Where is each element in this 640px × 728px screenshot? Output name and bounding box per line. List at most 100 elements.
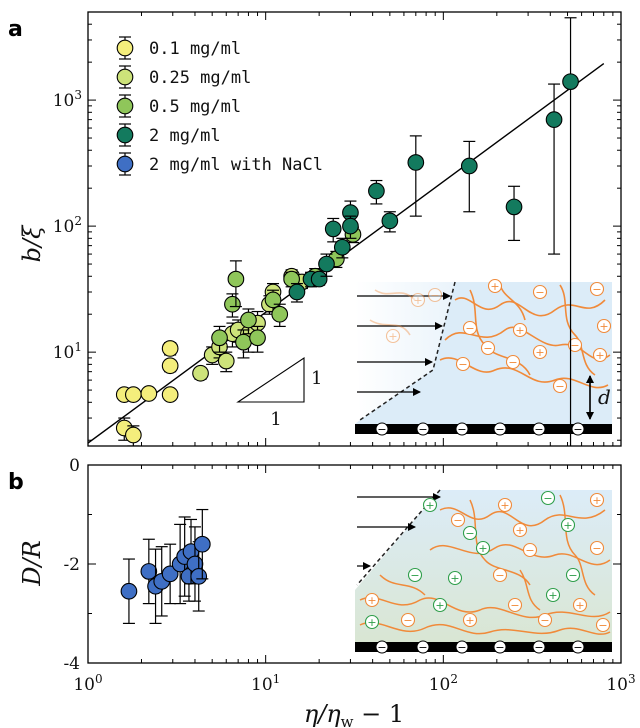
- ion-sign: +: [599, 320, 608, 333]
- ion-sign: +: [575, 599, 584, 612]
- ion-marker: [589, 492, 605, 508]
- data-point: [140, 385, 158, 402]
- surface-charge-sign: −: [418, 423, 427, 436]
- ion-sign: −: [525, 544, 534, 557]
- polymer-chain: [469, 499, 531, 586]
- surface-charge-sign: −: [457, 641, 466, 654]
- data-point: [249, 329, 266, 347]
- y-tick-label: 101: [53, 340, 82, 363]
- x-tick-exp: 1: [273, 672, 281, 686]
- ion-marker: [507, 597, 523, 613]
- ion-marker: [427, 287, 443, 303]
- ion-sign: +: [450, 572, 459, 585]
- ion-sign: −: [568, 569, 577, 582]
- ion-sign: +: [563, 519, 572, 532]
- x-tick-exp: 2: [450, 672, 458, 686]
- y-tick-base: 10: [53, 217, 75, 237]
- legend-label: 0.1 mg/ml: [149, 39, 241, 59]
- ion-sign: +: [515, 324, 524, 337]
- x-axis-label-sub: w: [341, 713, 354, 728]
- data-point: [120, 582, 138, 600]
- inset-b-surface: [355, 642, 612, 652]
- panel-a-letter: a: [8, 17, 23, 42]
- legend-marker: [116, 97, 134, 115]
- surface-charge: [571, 422, 585, 436]
- data-point: [368, 182, 385, 200]
- polymer-chain: [429, 543, 611, 566]
- ion-sign: +: [367, 616, 376, 629]
- ion-sign: −: [540, 614, 549, 627]
- ion-marker: [364, 614, 380, 630]
- polymer-chain: [559, 284, 596, 376]
- surface-charge: [532, 422, 546, 436]
- ion-marker: [567, 337, 583, 353]
- ion-sign: −: [453, 514, 462, 527]
- ion-marker: [595, 617, 611, 633]
- ion-marker: [492, 567, 508, 583]
- ion-marker: [407, 567, 423, 583]
- slope-triangle-shape: [236, 356, 305, 403]
- slope-triangle: 11: [236, 356, 322, 430]
- polymer-chain: [454, 297, 606, 317]
- data-point: [381, 212, 399, 230]
- ion-marker: [487, 278, 503, 294]
- data-point: [460, 157, 478, 175]
- panel-a-ylabel: b/ξ: [18, 224, 46, 262]
- data-point: [192, 364, 209, 382]
- panel-a-schematic-inset: + − −− + +− +−+−−−++−− − − − − −d: [355, 278, 612, 436]
- ion-marker: [560, 517, 576, 533]
- data-point: [140, 563, 158, 580]
- ion-sign: +: [478, 542, 487, 555]
- ion-sign: −: [403, 614, 412, 627]
- ion-marker: [462, 612, 478, 628]
- surface-charge-sign: −: [495, 423, 504, 436]
- y-tick-label: 102: [53, 214, 82, 237]
- panel-b-letter: b: [8, 470, 24, 495]
- data-point: [125, 426, 142, 444]
- ion-sign: −: [465, 527, 474, 540]
- ion-sign: +: [465, 614, 474, 627]
- x-tick-exp: 0: [95, 672, 103, 686]
- surface-charge-sign: −: [418, 641, 427, 654]
- ion-sign: +: [548, 589, 557, 602]
- data-point: [271, 305, 289, 323]
- ion-marker: [462, 525, 478, 541]
- x-tick-exp: 3: [628, 672, 636, 686]
- ion-marker: [447, 570, 463, 586]
- legend-marker: [116, 126, 134, 144]
- ion-sign: +: [500, 499, 509, 512]
- polymer-chain: [369, 319, 411, 336]
- ion-sign: +: [413, 294, 422, 307]
- ion-marker: [432, 597, 448, 613]
- ion-sign: −: [570, 339, 579, 352]
- x-tick-base: 10: [73, 675, 95, 695]
- data-point: [562, 73, 579, 91]
- polymer-chain: [359, 621, 611, 635]
- y-tick-exp: 3: [74, 88, 82, 102]
- data-point: [161, 386, 179, 403]
- x-tick-label: 101: [251, 672, 280, 695]
- ion-marker: [480, 340, 496, 356]
- x-tick-label: 103: [606, 672, 635, 695]
- ion-sign: +: [367, 594, 376, 607]
- panel-b-ylabel: D/R: [18, 540, 46, 586]
- x-axis-label-main: η/η: [304, 700, 341, 728]
- ion-marker: [450, 512, 466, 528]
- ion-marker: [552, 378, 568, 394]
- data-point: [240, 311, 257, 329]
- data-point: [505, 198, 523, 216]
- ion-sign: +: [515, 524, 524, 537]
- y-tick-label: 103: [53, 88, 82, 111]
- ion-marker: [400, 612, 416, 628]
- ion-sign: +: [388, 330, 397, 343]
- y-tick-exp: 1: [74, 340, 82, 354]
- ion-marker: [545, 587, 561, 603]
- data-point: [288, 283, 306, 301]
- ion-marker: [512, 522, 528, 538]
- data-point: [407, 154, 425, 171]
- ion-marker: [505, 354, 521, 370]
- y-tick-base: 10: [53, 91, 75, 111]
- surface-charge: [416, 640, 430, 654]
- x-tick-label: 100: [73, 672, 102, 695]
